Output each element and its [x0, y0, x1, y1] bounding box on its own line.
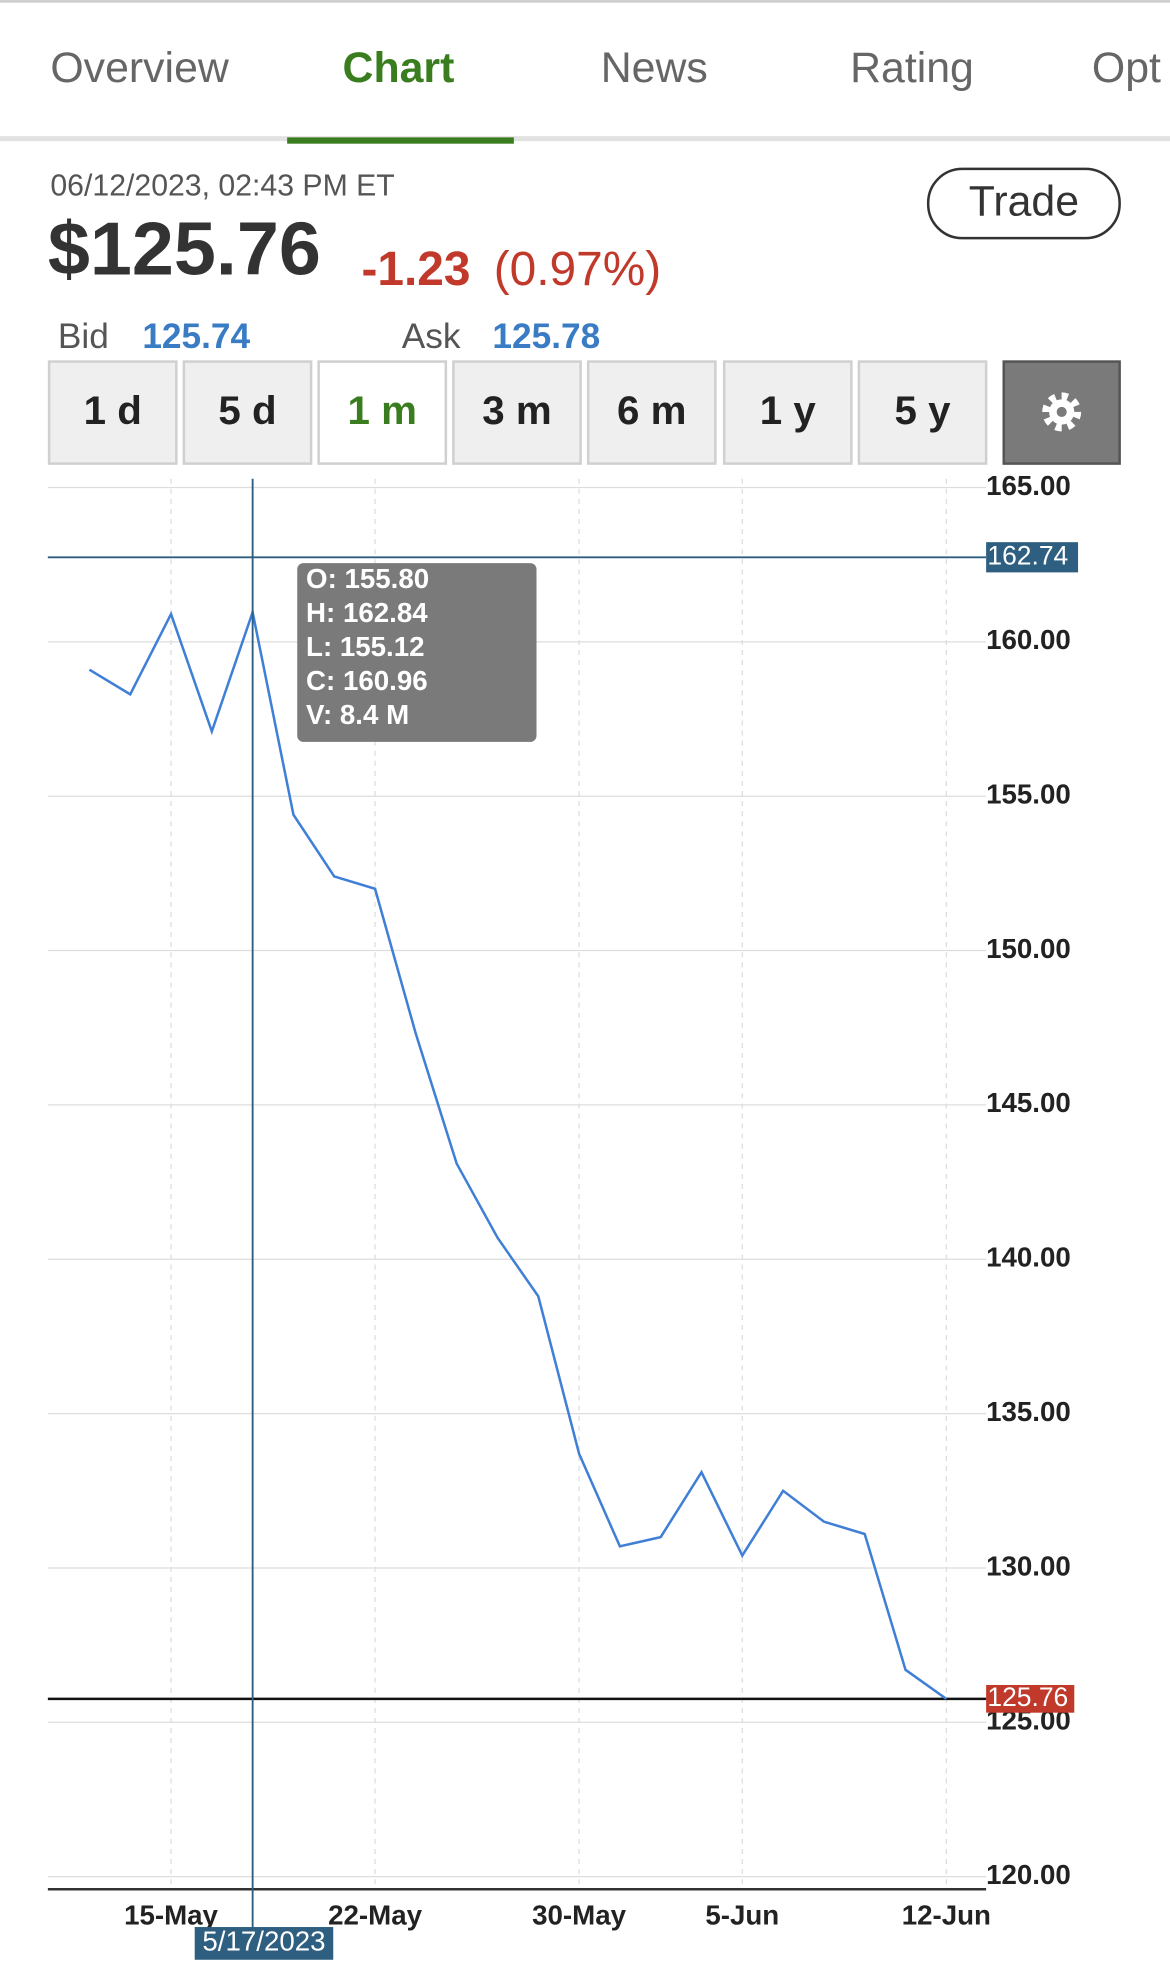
gear-hole[interactable]: [1056, 406, 1067, 417]
price: $125.76: [48, 207, 321, 291]
range-button-label[interactable]: 5 y: [895, 388, 952, 433]
tab[interactable]: News: [601, 44, 708, 92]
change-pct: (0.97%): [494, 243, 662, 296]
tab[interactable]: Opt: [1092, 44, 1161, 92]
x-tick-label: 5-Jun: [705, 1899, 779, 1930]
range-button-label[interactable]: 5 d: [218, 388, 276, 433]
crosshair-value-tag: [986, 542, 1079, 573]
bid-label: Bid: [58, 317, 109, 356]
tooltip-line: V: 8.4 M: [306, 699, 409, 730]
y-tick-label: 140.00: [986, 1242, 1071, 1273]
y-tick-label: 145.00: [986, 1087, 1071, 1118]
range-button-label[interactable]: 1 m: [348, 388, 417, 433]
trade-button[interactable]: [926, 167, 1121, 240]
crosshair-value-label: 162.74: [987, 540, 1068, 570]
tab[interactable]: Rating: [850, 44, 974, 92]
last-price-tag: [986, 1684, 1075, 1713]
crosshair-date-tag: [194, 1927, 334, 1960]
range-button-label[interactable]: 1 y: [760, 388, 817, 433]
range-button[interactable]: [857, 360, 988, 465]
trade-button-label[interactable]: Trade: [969, 177, 1079, 225]
range-button-label[interactable]: 1 d: [84, 388, 142, 433]
y-tick-label: 165.00: [986, 470, 1071, 501]
gear-teeth[interactable]: [1042, 392, 1082, 432]
range-button[interactable]: [586, 360, 717, 465]
tab-divider: [0, 136, 1170, 142]
tab[interactable]: Chart: [343, 44, 455, 92]
y-tick-label: 150.00: [986, 933, 1071, 964]
ask-value: 125.78: [492, 317, 600, 356]
range-button-label[interactable]: 6 m: [617, 388, 686, 433]
change: -1.23: [361, 243, 470, 296]
y-tick-label: 130.00: [986, 1550, 1071, 1581]
range-button-label[interactable]: 3 m: [482, 388, 551, 433]
crosshair-date-label: 5/17/2023: [202, 1926, 325, 1957]
tooltip: [297, 563, 537, 742]
y-tick-label: 135.00: [986, 1396, 1071, 1427]
x-tick-label: 22-May: [328, 1899, 422, 1930]
y-tick-label: 120.00: [986, 1859, 1071, 1890]
y-tick-label: 160.00: [986, 624, 1071, 655]
settings-button[interactable]: [1002, 360, 1121, 465]
range-button[interactable]: [722, 360, 853, 465]
range-button[interactable]: [182, 360, 313, 465]
last-price-label: 125.76: [987, 1682, 1068, 1712]
tab[interactable]: Overview: [50, 44, 230, 92]
x-tick-label: 12-Jun: [902, 1899, 991, 1930]
x-tick-label: 15-May: [124, 1899, 218, 1930]
ask-label: Ask: [402, 317, 461, 356]
x-tick-label: 30-May: [532, 1899, 626, 1930]
range-button[interactable]: [47, 360, 178, 465]
timestamp: 06/12/2023, 02:43 PM ET: [50, 170, 394, 203]
range-button[interactable]: [452, 360, 582, 465]
y-tick-label: 155.00: [986, 779, 1071, 810]
tooltip-line: C: 160.96: [306, 665, 428, 696]
range-button[interactable]: [317, 360, 448, 465]
tooltip-line: H: 162.84: [306, 597, 428, 628]
active-tab-underline: [287, 137, 514, 144]
bid-value: 125.74: [142, 317, 250, 356]
tooltip-line: O: 155.80: [306, 563, 429, 594]
tooltip-line: L: 155.12: [306, 631, 425, 662]
price-line: [88, 607, 948, 1700]
